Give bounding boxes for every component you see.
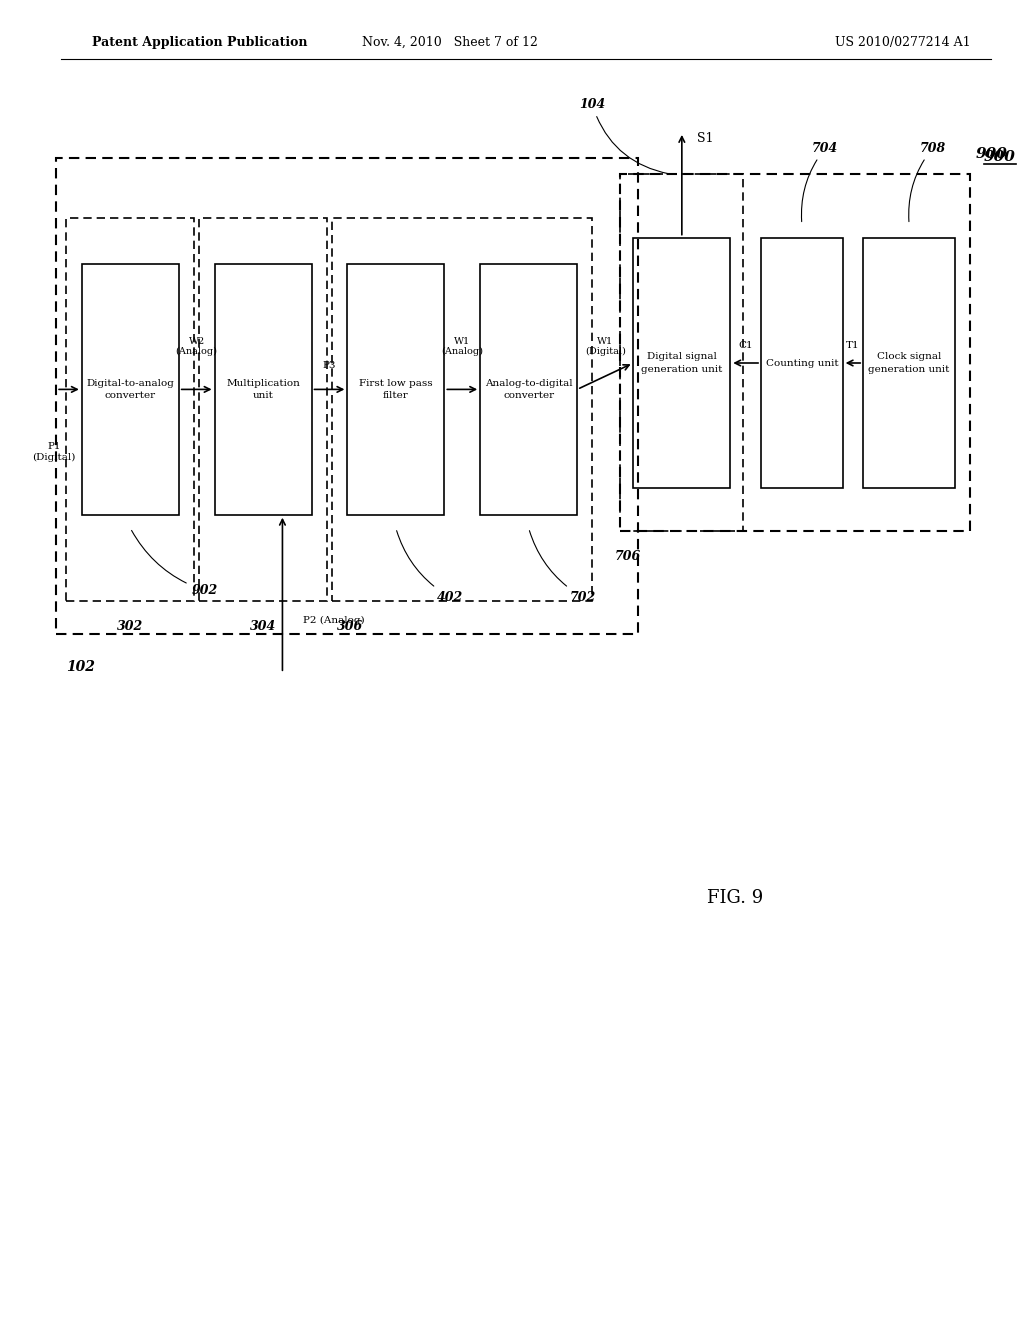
Text: C1: C1 bbox=[738, 341, 753, 350]
Text: 104: 104 bbox=[580, 98, 669, 174]
Text: 900: 900 bbox=[984, 149, 1016, 164]
Text: 702: 702 bbox=[529, 531, 596, 603]
Text: Counting unit: Counting unit bbox=[766, 359, 839, 367]
Text: 708: 708 bbox=[908, 141, 945, 222]
Text: Analog-to-digital
converter: Analog-to-digital converter bbox=[484, 379, 572, 400]
Text: FIG. 9: FIG. 9 bbox=[708, 888, 764, 907]
Text: 706: 706 bbox=[615, 550, 641, 564]
Text: 304: 304 bbox=[250, 620, 276, 634]
Text: S1: S1 bbox=[697, 132, 714, 145]
Text: 306: 306 bbox=[337, 620, 364, 634]
Text: Digital-to-analog
converter: Digital-to-analog converter bbox=[86, 379, 174, 400]
Text: US 2010/0277214 A1: US 2010/0277214 A1 bbox=[835, 36, 971, 49]
Text: 902: 902 bbox=[131, 531, 218, 597]
Text: Digital signal
generation unit: Digital signal generation unit bbox=[641, 352, 723, 374]
Text: First low pass
filter: First low pass filter bbox=[359, 379, 432, 400]
Text: 302: 302 bbox=[117, 620, 143, 634]
Text: Nov. 4, 2010   Sheet 7 of 12: Nov. 4, 2010 Sheet 7 of 12 bbox=[361, 36, 538, 49]
Text: Patent Application Publication: Patent Application Publication bbox=[92, 36, 307, 49]
Text: Clock signal
generation unit: Clock signal generation unit bbox=[868, 352, 950, 374]
Text: W1
(Digital): W1 (Digital) bbox=[585, 337, 626, 356]
Text: P1
(Digital): P1 (Digital) bbox=[33, 442, 76, 462]
Text: W1
(Analog): W1 (Analog) bbox=[441, 337, 483, 356]
Text: 900: 900 bbox=[976, 147, 1008, 161]
Text: T1: T1 bbox=[846, 341, 860, 350]
Text: Multiplication
unit: Multiplication unit bbox=[226, 379, 300, 400]
Text: 102: 102 bbox=[67, 660, 95, 675]
Text: P3: P3 bbox=[323, 360, 336, 370]
Text: 402: 402 bbox=[396, 531, 463, 603]
Text: 704: 704 bbox=[802, 141, 839, 222]
Text: W2
(Analog): W2 (Analog) bbox=[176, 337, 218, 356]
Text: P2 (Analog): P2 (Analog) bbox=[303, 616, 365, 624]
